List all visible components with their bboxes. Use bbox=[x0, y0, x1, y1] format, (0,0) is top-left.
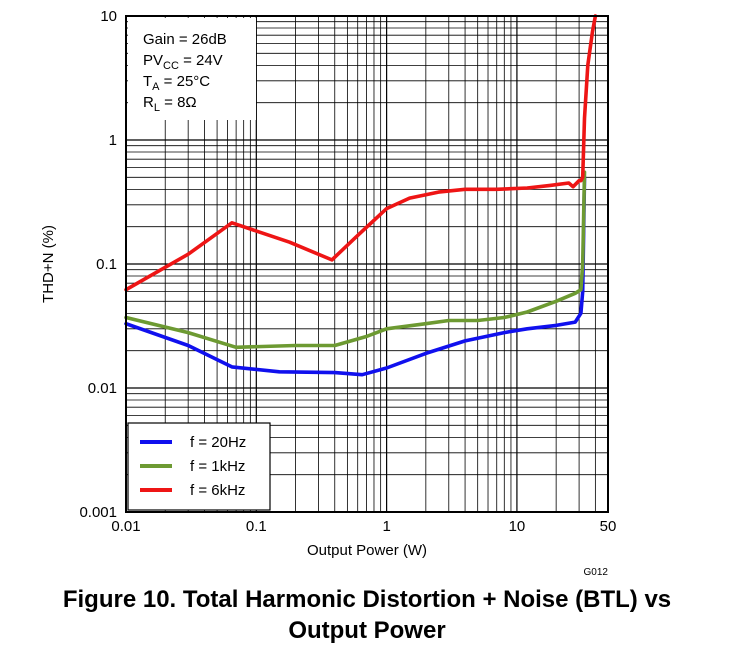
x-tick-label: 0.01 bbox=[111, 518, 140, 535]
legend: f = 20Hz f = 1kHz f = 6kHz bbox=[127, 422, 271, 511]
y-axis-label: THD+N (%) bbox=[40, 225, 57, 303]
condition-pvcc: PVCC = 24V bbox=[143, 52, 223, 72]
series-line-3 bbox=[124, 14, 598, 292]
x-tick-label: 1 bbox=[382, 518, 390, 535]
condition-gain: Gain = 26dB bbox=[143, 31, 227, 48]
condition-ta: TA = 25°C bbox=[143, 73, 210, 93]
caption-line-1: Figure 10. Total Harmonic Distortion + N… bbox=[62, 586, 672, 613]
y-tick-label: 1 bbox=[109, 132, 117, 149]
x-axis-label: Output Power (W) bbox=[307, 542, 427, 559]
x-tick-label: 50 bbox=[600, 518, 617, 535]
series-line-1 bbox=[124, 175, 587, 377]
legend-label-3: f = 6kHz bbox=[190, 482, 245, 499]
x-tick-label: 0.1 bbox=[246, 518, 267, 535]
x-tick-label: 10 bbox=[509, 518, 526, 535]
y-tick-label: 10 bbox=[100, 8, 117, 25]
y-tick-label: 0.001 bbox=[79, 504, 117, 521]
conditions-box-bg bbox=[128, 18, 256, 120]
graph-code: G012 bbox=[584, 567, 609, 578]
series-line-2 bbox=[124, 170, 587, 350]
plot-frame bbox=[125, 15, 609, 513]
series-layer bbox=[124, 14, 598, 377]
condition-rl: RL = 8Ω bbox=[143, 94, 197, 114]
figure-caption: Figure 10. Total Harmonic Distortion + N… bbox=[0, 584, 734, 646]
y-tick-label: 0.01 bbox=[88, 380, 117, 397]
x-tick-labels: 0.01 0.1 1 10 50 bbox=[111, 518, 616, 535]
legend-label-1: f = 20Hz bbox=[190, 434, 246, 451]
y-tick-labels: 0.001 0.01 0.1 1 10 bbox=[79, 8, 117, 521]
y-tick-label: 0.1 bbox=[96, 256, 117, 273]
caption-line-2: Output Power bbox=[288, 617, 446, 644]
legend-items: f = 20Hz f = 1kHz f = 6kHz bbox=[140, 434, 246, 499]
conditions-box: Gain = 26dB PVCC = 24V TA = 25°C RL = 8Ω bbox=[128, 18, 256, 120]
legend-label-2: f = 1kHz bbox=[190, 458, 245, 475]
